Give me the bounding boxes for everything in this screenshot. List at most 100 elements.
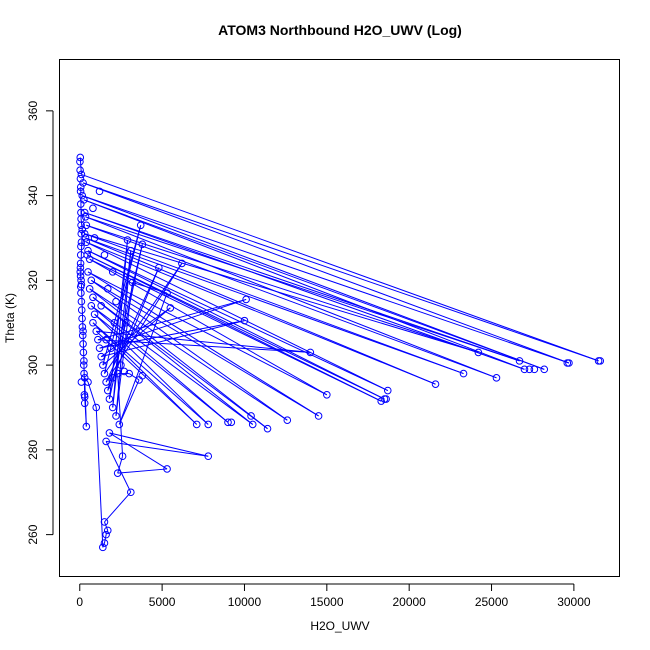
data-point — [283, 416, 292, 425]
data-point — [97, 301, 105, 310]
data-point — [117, 361, 125, 369]
data-point — [84, 268, 92, 276]
data-point — [166, 304, 175, 312]
data-point — [100, 369, 109, 378]
data-point — [530, 365, 539, 374]
series-segment — [128, 373, 140, 381]
data-point — [84, 246, 92, 255]
x-tick-label: 0 — [76, 595, 83, 609]
data-point — [76, 174, 85, 183]
series-segment — [104, 521, 109, 531]
y-tick-label: 300 — [26, 355, 40, 375]
data-point — [102, 335, 110, 344]
data-point — [100, 539, 109, 547]
data-point — [80, 369, 88, 378]
data-point — [112, 412, 120, 420]
series-segment — [82, 182, 570, 364]
data-point — [563, 359, 572, 367]
data-point — [377, 397, 385, 405]
data-point — [79, 179, 87, 187]
data-point — [82, 238, 91, 247]
series-segment — [104, 491, 132, 523]
data-point — [242, 295, 250, 304]
x-axis-label: H2O_UWV — [310, 619, 369, 633]
data-point — [163, 289, 171, 297]
data-point — [128, 278, 137, 287]
data-point — [382, 395, 390, 403]
x-tick-label: 25000 — [475, 595, 509, 609]
data-point — [596, 357, 605, 365]
data-point — [127, 246, 135, 255]
series-segment — [108, 240, 129, 400]
series-segment — [82, 182, 599, 362]
data-point — [90, 234, 99, 242]
chart-title: ATOM3 Northbound H2O_UWV (Log) — [218, 22, 462, 38]
series-segment — [84, 212, 520, 362]
data-point — [240, 316, 249, 325]
data-point — [77, 378, 86, 386]
data-point — [178, 259, 186, 268]
data-point — [76, 153, 85, 162]
series-segment — [112, 250, 132, 408]
series-segment — [117, 468, 168, 474]
y-axis: 260 280 300 320 340 360 — [26, 101, 54, 545]
data-point — [76, 263, 85, 272]
data-point — [77, 221, 85, 230]
data-point — [92, 327, 101, 336]
data-point — [77, 306, 86, 314]
data-point — [138, 240, 147, 249]
data-point — [105, 395, 114, 403]
data-point — [125, 369, 133, 378]
series-segment — [85, 216, 497, 379]
data-point — [102, 378, 110, 386]
data-point — [108, 374, 117, 382]
x-tick-label: 10000 — [228, 595, 262, 609]
data-point — [103, 526, 112, 535]
series-segment — [101, 320, 245, 358]
data-point — [76, 187, 85, 196]
series-segment — [85, 237, 436, 385]
data-point — [76, 251, 85, 259]
data-point — [82, 422, 91, 431]
data-point — [77, 297, 86, 306]
x-tick-label: 5000 — [149, 595, 176, 609]
series-segment — [86, 224, 497, 379]
data-point — [76, 166, 84, 174]
data-point — [110, 318, 119, 327]
data-point — [80, 229, 89, 238]
series-segment — [87, 250, 385, 400]
y-tick-label: 320 — [26, 270, 40, 290]
series-segment — [84, 233, 464, 375]
data-point — [138, 371, 147, 380]
x-tick-label: 15000 — [310, 595, 344, 609]
data-point — [85, 285, 94, 293]
data-point — [87, 301, 96, 310]
data-point — [78, 331, 87, 340]
series-lines — [79, 157, 599, 548]
series-segment — [84, 233, 479, 353]
data-point — [80, 399, 89, 408]
series-segment — [92, 296, 254, 425]
data-point — [248, 420, 257, 429]
x-tick-label: 30000 — [557, 595, 591, 609]
series-segment — [89, 258, 382, 402]
data-point — [306, 348, 315, 357]
data-point — [89, 318, 97, 327]
data-point — [192, 420, 201, 429]
series-segment — [86, 224, 479, 353]
data-point — [99, 543, 107, 552]
data-point — [122, 318, 130, 327]
series-segment — [109, 432, 168, 470]
series-segment — [103, 534, 107, 544]
data-point — [108, 403, 117, 412]
data-point — [102, 437, 110, 446]
series-segment — [118, 379, 140, 425]
series-segment — [87, 381, 97, 408]
data-point — [89, 293, 97, 302]
data-point — [97, 352, 105, 361]
x-tick-label: 20000 — [392, 595, 426, 609]
data-point — [103, 386, 112, 395]
series-segment — [91, 279, 319, 417]
data-point — [107, 344, 115, 352]
